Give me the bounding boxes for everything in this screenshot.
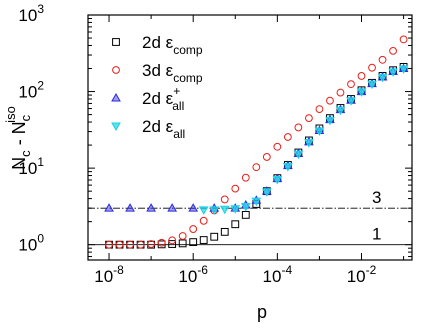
- reference-line-label-1: 1: [372, 225, 381, 244]
- series-1: [105, 35, 408, 249]
- x-tick-label: 10-8: [94, 263, 124, 286]
- data-point: [147, 240, 156, 248]
- data-point: [220, 195, 229, 204]
- data-point: [241, 173, 250, 182]
- data-point: [356, 88, 367, 97]
- data-point: [272, 176, 283, 185]
- data-point: [146, 203, 156, 212]
- data-point: [336, 88, 345, 97]
- data-point: [198, 206, 209, 215]
- data-point: [293, 150, 304, 160]
- data-point: [304, 139, 314, 148]
- x-tick-label: 10-2: [347, 263, 377, 286]
- data-point: [377, 73, 388, 83]
- data-point: [240, 203, 251, 212]
- legend-marker: [111, 122, 121, 132]
- data-point: [231, 220, 240, 229]
- data-point: [326, 96, 334, 105]
- data-point: [220, 227, 229, 236]
- data-point: [157, 238, 166, 247]
- data-point: [368, 63, 376, 72]
- data-point: [347, 80, 355, 89]
- data-point: [178, 239, 187, 248]
- data-point: [252, 163, 261, 172]
- data-point: [315, 105, 324, 114]
- data-point: [294, 123, 303, 132]
- legend-item: 2d εcomp: [112, 33, 203, 57]
- data-point: [104, 203, 114, 212]
- data-point: [105, 240, 113, 249]
- data-point: [251, 197, 262, 207]
- data-point: [168, 240, 177, 248]
- legend-item: 2d εall: [111, 117, 185, 141]
- data-point: [398, 65, 409, 74]
- data-point: [199, 236, 208, 244]
- data-point: [367, 80, 377, 90]
- data-point: [399, 35, 408, 44]
- data-point: [219, 205, 230, 215]
- y-tick-label: 101: [18, 155, 44, 178]
- legend-marker: [111, 92, 121, 102]
- data-point: [167, 203, 178, 212]
- data-point: [357, 72, 366, 80]
- data-point: [283, 133, 292, 141]
- plot-area-frame: [87, 14, 413, 261]
- y-tick-label: 100: [18, 232, 44, 255]
- data-point: [231, 184, 240, 193]
- legend-label: 2d εcomp: [142, 33, 203, 57]
- data-point: [283, 163, 293, 172]
- reference-line-label-3: 3: [372, 188, 381, 207]
- data-point: [262, 153, 271, 161]
- data-point: [273, 142, 282, 151]
- legend-label: 2d ε+ all: [142, 84, 184, 113]
- data-point: [178, 232, 187, 240]
- legend-marker: [112, 66, 120, 74]
- data-point: [125, 203, 135, 212]
- legend-label: 3d εcomp: [142, 61, 203, 85]
- data-point: [188, 203, 199, 212]
- data-point: [314, 127, 325, 137]
- y-axis-label: Nc - Nciso: [3, 106, 33, 170]
- legend-item: 2d ε+ all: [111, 84, 184, 113]
- y-tick-label: 102: [18, 79, 44, 102]
- x-tick-label: 10-6: [178, 263, 208, 286]
- data-point: [388, 68, 398, 77]
- y-tick-label: 103: [18, 2, 44, 25]
- data-point: [346, 97, 356, 106]
- data-point: [335, 106, 346, 116]
- data-point: [115, 240, 124, 249]
- series-3: [198, 65, 409, 215]
- data-point: [136, 240, 145, 249]
- data-point: [189, 225, 198, 233]
- data-point: [241, 210, 250, 219]
- data-point: [378, 55, 387, 64]
- legend-marker: [112, 38, 120, 46]
- x-axis-label: p: [257, 302, 267, 322]
- legend-item: 3d εcomp: [112, 61, 203, 85]
- data-point: [210, 232, 219, 241]
- data-point: [389, 46, 397, 55]
- data-point: [325, 116, 335, 126]
- x-tick-label: 10-4: [263, 263, 293, 286]
- data-point: [209, 206, 220, 215]
- data-point: [261, 188, 272, 197]
- legend-label: 2d εall: [142, 117, 185, 141]
- data-point: [126, 240, 134, 249]
- data-point: [305, 114, 313, 123]
- data-point: [230, 205, 241, 214]
- data-point: [189, 238, 198, 247]
- data-point: [168, 236, 177, 245]
- data-point: [199, 216, 208, 225]
